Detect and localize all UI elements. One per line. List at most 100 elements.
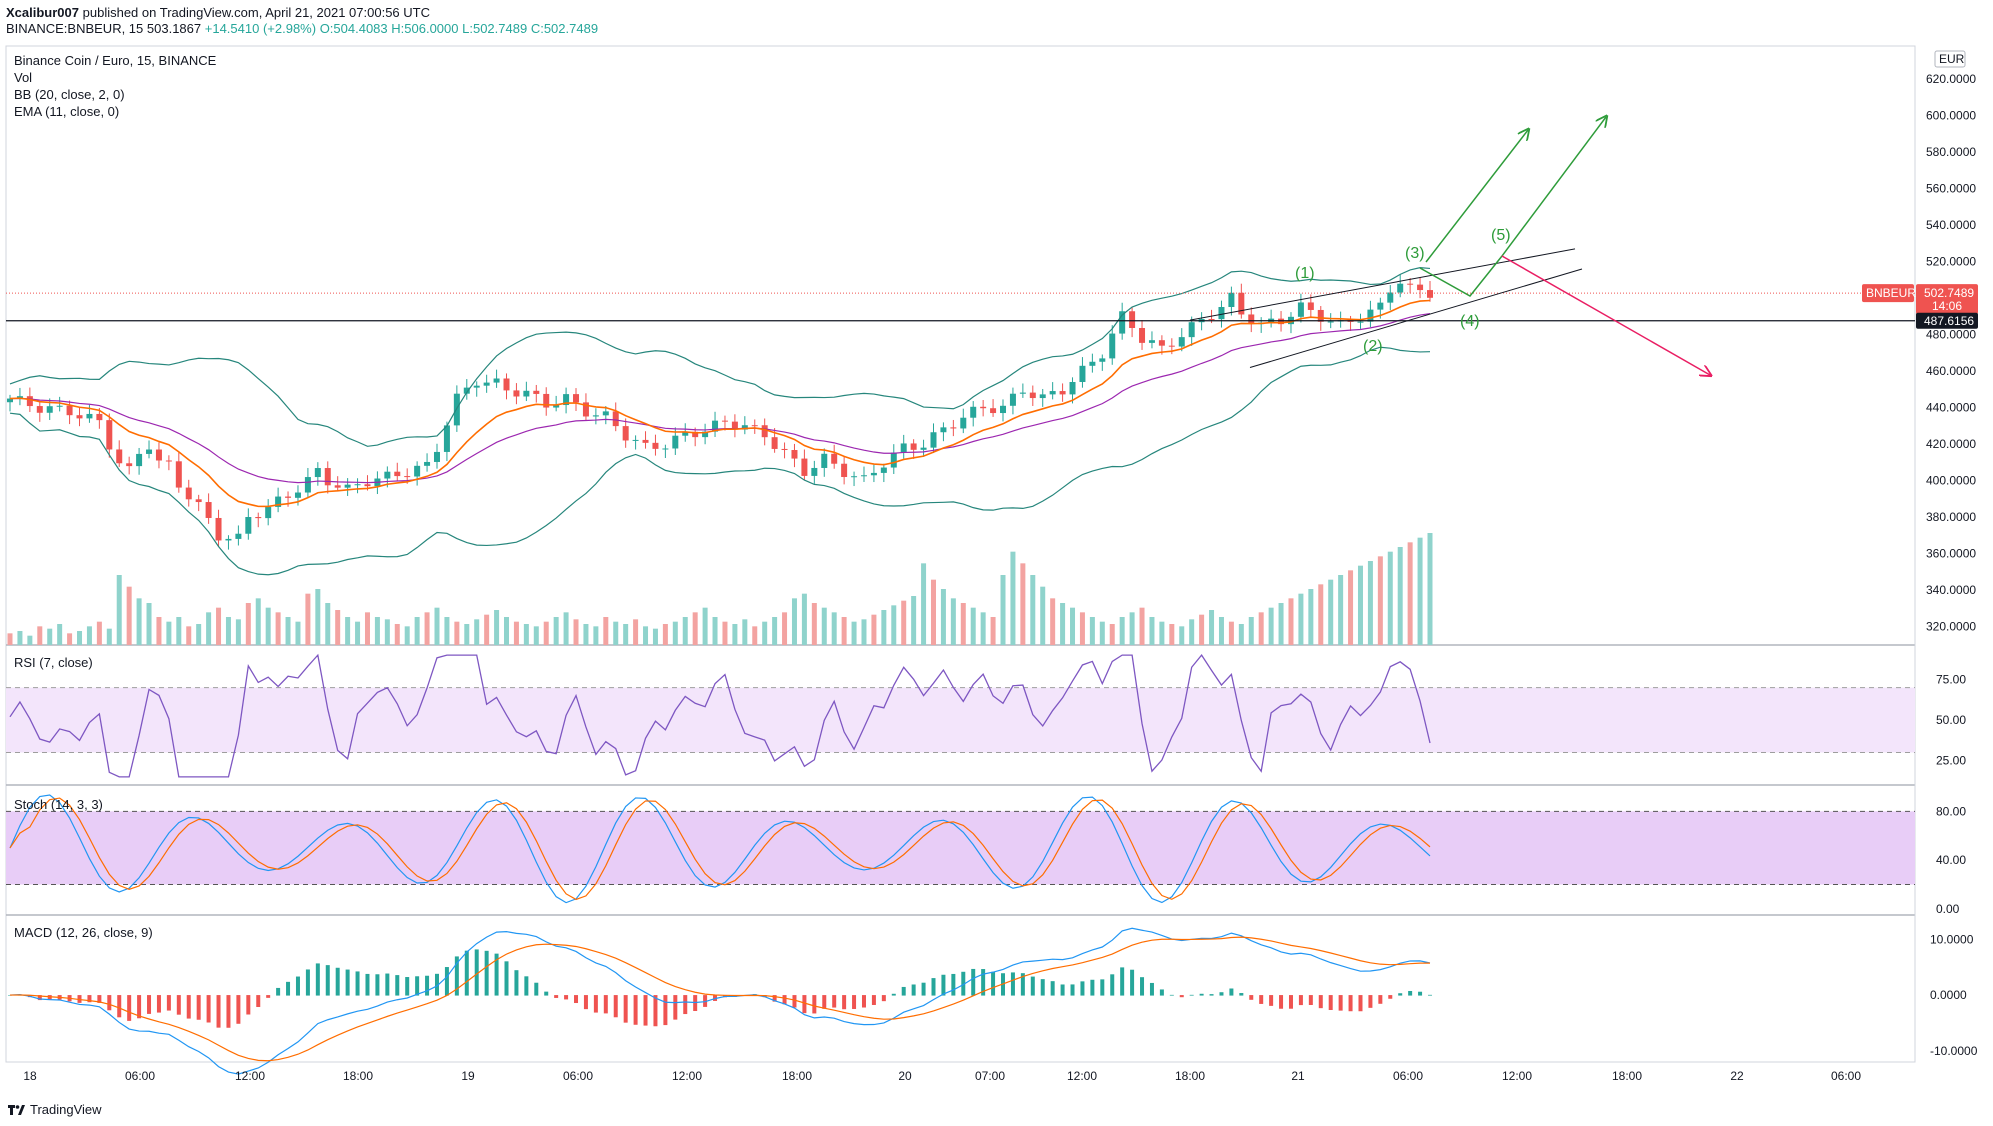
candle-body	[801, 458, 808, 476]
candle-body	[960, 417, 967, 429]
price-tick: 580.0000	[1926, 145, 1976, 159]
candle-body	[880, 467, 887, 473]
macd-hist-bar	[226, 995, 231, 1028]
candle-body	[334, 485, 341, 488]
macd-hist-bar	[474, 949, 479, 996]
volume-bar	[96, 621, 102, 645]
macd-hist-bar	[941, 974, 946, 996]
macd-hist-bar	[117, 995, 122, 1018]
volume-bar	[7, 633, 13, 645]
candle-body	[731, 421, 738, 430]
macd-hist-bar	[166, 995, 171, 1011]
candle-body	[543, 393, 550, 408]
candle-body	[304, 477, 311, 493]
volume-bar	[841, 617, 847, 645]
candle-body	[1238, 292, 1245, 315]
last-price-label: 502.7489	[1924, 286, 1974, 300]
candle-body	[920, 447, 927, 450]
macd-hist-bar	[643, 995, 648, 1026]
candle-body	[116, 449, 123, 464]
volume-bar	[1357, 565, 1363, 645]
price-tick: 560.0000	[1926, 182, 1976, 196]
publisher-name[interactable]: Xcalibur007	[6, 5, 79, 20]
candle-body	[741, 425, 748, 430]
macd-hist-bar	[683, 995, 688, 1015]
volume-bar	[752, 626, 758, 645]
volume-bar	[1397, 547, 1403, 645]
volume-bar	[851, 621, 857, 645]
volume-bar	[772, 617, 778, 645]
macd-hist-bar	[325, 965, 330, 996]
macd-hist-bar	[375, 974, 380, 996]
candle-body	[503, 378, 510, 391]
volume-bar	[563, 612, 569, 645]
time-tick: 18:00	[782, 1069, 812, 1083]
candle-body	[76, 415, 83, 419]
price-tick: 600.0000	[1926, 109, 1976, 123]
candle-body	[1297, 302, 1304, 317]
candle-body	[225, 538, 232, 541]
candle-body	[443, 425, 450, 452]
volume-bar	[583, 624, 589, 645]
footer-brand[interactable]: TradingView	[30, 1102, 102, 1117]
volume-bar	[831, 612, 837, 645]
volume-bar	[782, 612, 788, 645]
candle-body	[930, 432, 937, 448]
price-tick: 620.0000	[1926, 72, 1976, 86]
legend-rsi: RSI (7, close)	[14, 655, 93, 670]
volume-bar	[374, 617, 380, 645]
candle-body	[364, 484, 371, 487]
macd-hist-bar	[8, 995, 12, 996]
macd-hist-bar	[971, 968, 976, 996]
macd-hist-bar	[583, 995, 588, 1010]
candle-body	[86, 413, 93, 419]
volume-bar	[1129, 612, 1135, 645]
volume-bar	[255, 598, 261, 645]
candle-body	[46, 406, 53, 413]
candle-body	[1307, 302, 1314, 310]
volume-bar	[1348, 570, 1354, 645]
volume-bar	[1169, 624, 1175, 645]
candle-body	[990, 408, 997, 414]
macd-hist-bar	[881, 995, 886, 1002]
volume-bar	[742, 619, 748, 645]
macd-hist-bar	[1408, 990, 1413, 996]
macd-hist-bar	[593, 995, 598, 1013]
candle-body	[354, 484, 361, 486]
volume-bar	[126, 586, 132, 645]
candle-body	[602, 411, 609, 416]
macd-hist-bar	[355, 971, 360, 996]
time-tick: 06:00	[1393, 1069, 1423, 1083]
candle-body	[1168, 345, 1175, 347]
volume-bar	[57, 624, 63, 645]
wave-label-5: (5)	[1491, 227, 1511, 244]
candle-body	[533, 390, 540, 394]
macd-hist-bar	[137, 995, 142, 1019]
candle-body	[761, 425, 768, 438]
volume-bar	[285, 617, 291, 645]
volume-bar	[295, 621, 301, 645]
candle-body	[950, 427, 957, 429]
volume-bar	[116, 575, 122, 645]
macd-hist-bar	[1110, 974, 1115, 996]
bearish-arrow	[1501, 255, 1710, 375]
candle-body	[573, 394, 580, 403]
volume-bar	[1308, 589, 1314, 645]
volume-bar	[186, 626, 192, 645]
price-tick: 440.0000	[1926, 401, 1976, 415]
volume-bar	[474, 619, 480, 645]
tradingview-logo-icon	[8, 1104, 25, 1115]
candle-body	[165, 460, 172, 462]
volume-bar	[86, 626, 92, 645]
candle-body	[563, 394, 570, 406]
macd-hist-bar	[1259, 995, 1264, 1004]
macd-hist-bar	[385, 973, 390, 996]
o-value: O:504.4083	[319, 21, 388, 36]
volume-bar	[1338, 575, 1344, 645]
ema-line	[9, 299, 1431, 508]
volume-bar	[662, 624, 668, 645]
candle-body	[622, 426, 629, 441]
macd-hist-bar	[147, 995, 152, 1014]
volume-bar	[1328, 579, 1334, 645]
